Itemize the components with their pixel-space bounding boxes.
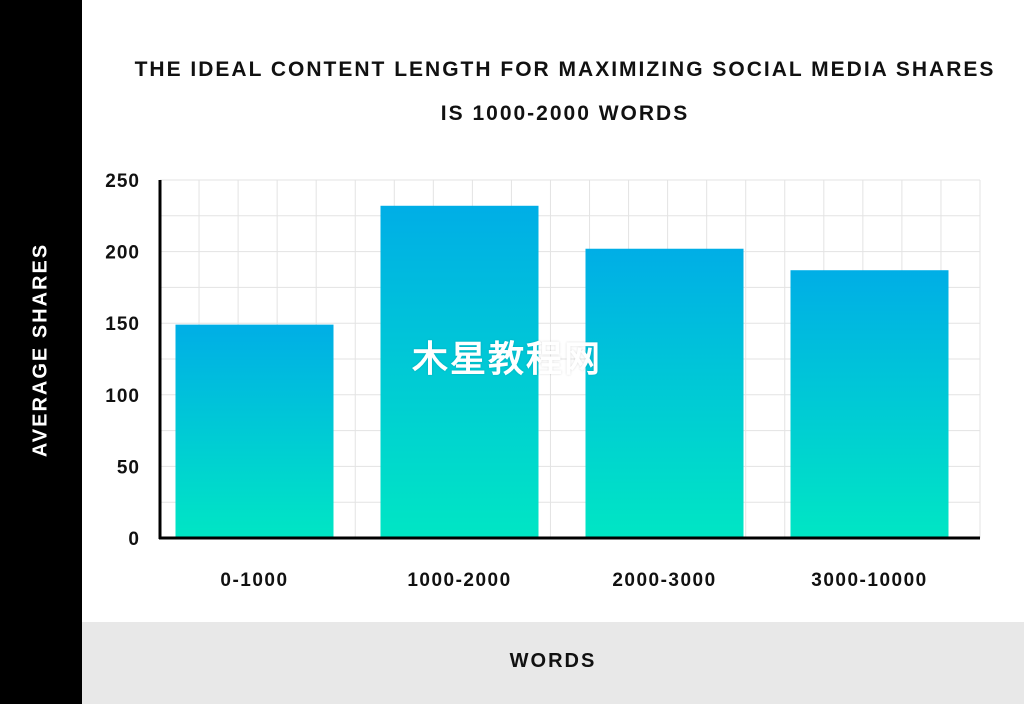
bar-1000-2000 xyxy=(380,205,539,538)
bar-0-1000 xyxy=(175,324,334,538)
axes xyxy=(158,180,980,540)
x-axis-label-band: WORDS xyxy=(82,622,1024,704)
y-tick-label: 150 xyxy=(105,314,140,335)
y-tick-label: 200 xyxy=(105,243,140,264)
y-axis-label-band: AVERAGE SHARES xyxy=(0,0,82,704)
chart-title: THE IDEAL CONTENT LENGTH FOR MAXIMIZING … xyxy=(134,58,996,125)
y-tick-label: 50 xyxy=(117,457,140,478)
bar-2000-3000 xyxy=(585,248,744,538)
y-tick-labels: 0 50 100 150 200 250 xyxy=(105,171,140,550)
x-tick-labels: 0-1000 1000-2000 2000-3000 3000-10000 xyxy=(220,570,927,591)
y-tick-label: 0 xyxy=(128,529,140,550)
x-tick-label: 3000-10000 xyxy=(811,570,927,591)
x-tick-label: 0-1000 xyxy=(220,570,288,591)
y-tick-label: 250 xyxy=(105,171,140,192)
watermark-text: 木星教程网 xyxy=(412,338,603,379)
bars xyxy=(175,205,949,538)
y-tick-label: 100 xyxy=(105,386,140,407)
bar-3000-10000 xyxy=(790,270,949,538)
x-tick-label: 2000-3000 xyxy=(612,570,716,591)
x-tick-label: 1000-2000 xyxy=(407,570,511,591)
x-axis-label: WORDS xyxy=(509,650,597,672)
